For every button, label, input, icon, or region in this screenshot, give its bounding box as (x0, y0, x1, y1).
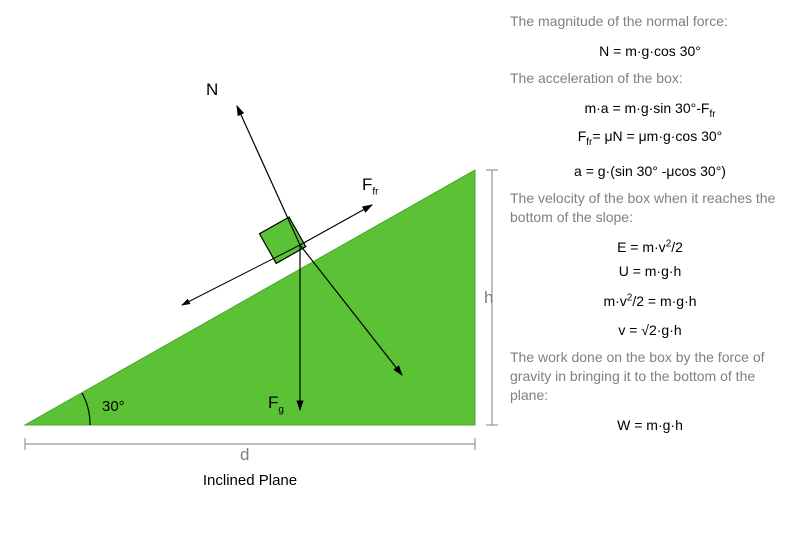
heading-velocity: The velocity of the box when it reaches … (510, 189, 790, 227)
incline-triangle (25, 170, 475, 425)
eq-velocity-result: v = √2·g·h (510, 320, 790, 340)
eq-kinetic-energy: E = m·v2/2 (510, 237, 790, 257)
heading-work: The work done on the box by the force of… (510, 348, 790, 405)
eq-energy-conservation: m·v2/2 = m·g·h (510, 291, 790, 311)
box-on-incline (259, 217, 305, 263)
eq-work-gravity: W = m·g·h (510, 415, 790, 435)
label-gravity-force: Fg (268, 393, 284, 415)
eq-potential-energy: U = m·g·h (510, 261, 790, 281)
eq-newton-second-law: m·a = m·g·sin 30°-Ffr (510, 98, 790, 122)
label-normal-force: N (206, 80, 218, 100)
eq-normal-force: N = m·g·cos 30° (510, 41, 790, 61)
eq-acceleration-result: a = g·(sin 30° -μcos 30°) (510, 161, 790, 181)
diagram-caption: Inclined Plane (160, 472, 340, 489)
heading-normal-force: The magnitude of the normal force: (510, 12, 790, 31)
label-dimension-d: d (240, 445, 249, 465)
heading-acceleration: The acceleration of the box: (510, 69, 790, 88)
equations-panel: The magnitude of the normal force: N = m… (510, 12, 790, 441)
diagram-panel: N Ffr Fg 30° d h Inclined Plane (0, 0, 500, 547)
label-friction-force: Ffr (362, 175, 379, 197)
normal-force-arrow (237, 106, 300, 245)
inclined-plane-svg (0, 0, 500, 547)
label-dimension-h: h (484, 288, 493, 308)
eq-friction-force: Ffr= μN = μm·g·cos 30° (510, 126, 790, 150)
label-angle: 30° (102, 398, 125, 415)
